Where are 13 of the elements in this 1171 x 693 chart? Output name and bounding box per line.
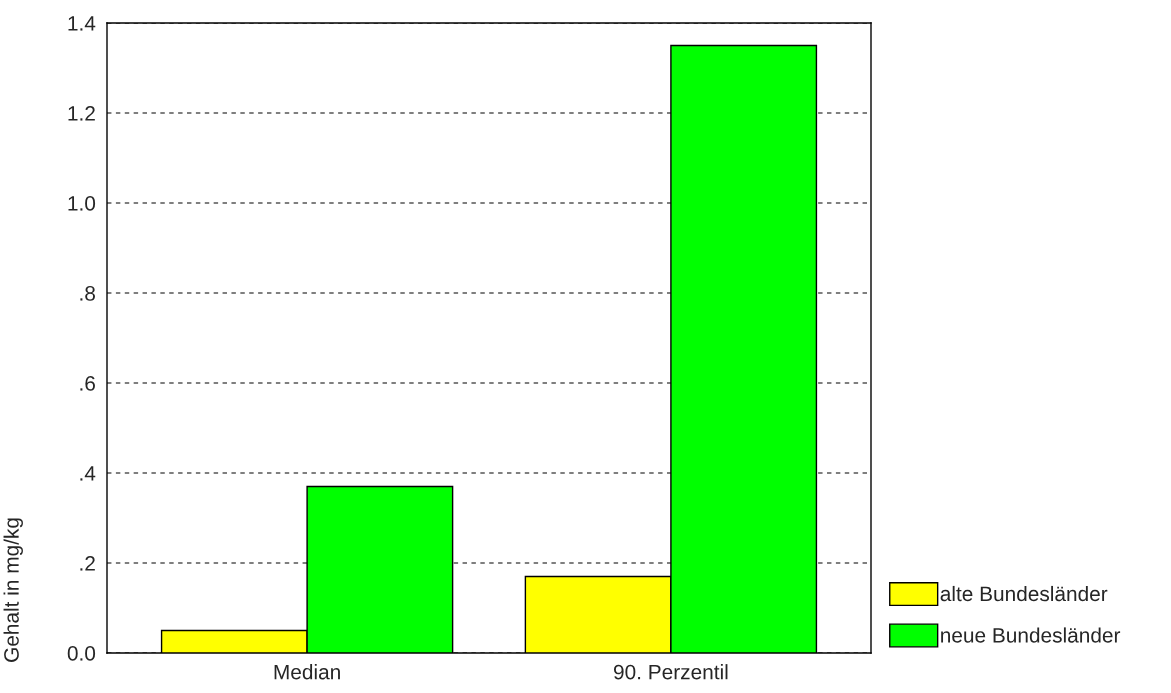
x-tick-label: Median	[274, 664, 340, 680]
y-tick-label: 1.2	[68, 106, 95, 121]
y-tick-label: .4	[80, 466, 96, 481]
x-tick-label: 90. Perzentil	[613, 664, 728, 680]
y-tick-label: 0.0	[67, 646, 96, 661]
y-tick-label: 1.4	[68, 16, 96, 31]
y-tick-label: .2	[80, 556, 95, 571]
legend-label: alte Bundesländer	[940, 585, 1108, 602]
legend-label: neue Bundesländer	[941, 627, 1121, 643]
y-tick-label: .8	[80, 286, 95, 301]
y-tick-label: 1.0	[68, 196, 96, 211]
y-tick-label: .6	[80, 376, 95, 391]
y-axis-title: Gehalt in mg/kg	[3, 518, 23, 662]
